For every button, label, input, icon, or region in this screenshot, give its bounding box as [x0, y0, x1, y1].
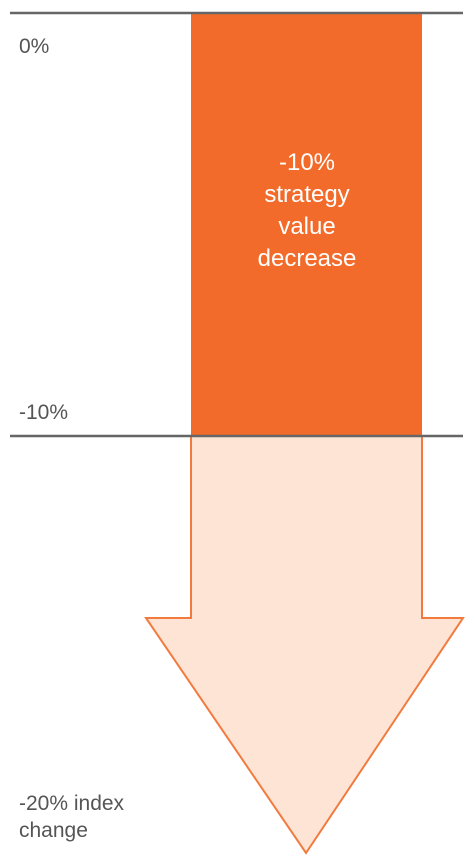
- zero-percent-label: 0%: [19, 35, 50, 58]
- index-change-label: -20% index change: [19, 792, 125, 842]
- strategy-value-bar: [191, 13, 422, 436]
- floor-percent-label: -10%: [19, 401, 69, 424]
- index-change-arrow: [144, 435, 465, 855]
- strategy-decrease-text: -10% strategy value decrease: [257, 149, 357, 272]
